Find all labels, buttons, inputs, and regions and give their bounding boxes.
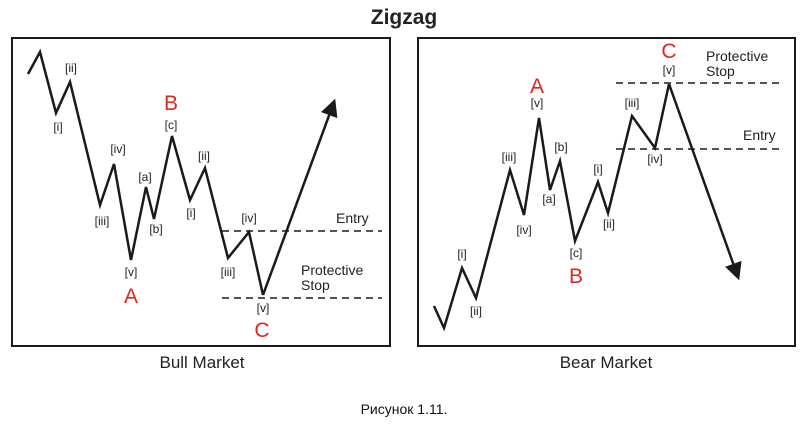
- bull-stop-label: Protective Stop: [301, 262, 363, 293]
- bull-wave-label: [v]: [125, 265, 138, 279]
- bear-wave-label: [iv]: [516, 223, 531, 237]
- bull-wave-label: [iii]: [95, 214, 110, 228]
- bear-wave-label: [ii]: [603, 217, 615, 231]
- bear-wave-label: [iii]: [625, 96, 640, 110]
- bear-wave-label: [i]: [457, 247, 466, 261]
- bear-wave-label: [i]: [593, 162, 602, 176]
- bear-wave-label: [b]: [554, 140, 567, 154]
- bull-wave-label: [c]: [165, 118, 178, 132]
- bear-stop-label: Protective Stop: [706, 48, 768, 79]
- bear-wave-label: [a]: [542, 192, 555, 206]
- bull-wave-label: [iii]: [221, 265, 236, 279]
- bull-wave-label: [i]: [53, 120, 62, 134]
- bull-wave-label: [a]: [138, 170, 151, 184]
- bear-market-panel: [i] [ii] [iii] [iv] [v] [a] [b] [c] [i] …: [417, 37, 796, 347]
- bull-letter-a: A: [124, 285, 138, 308]
- bull-wave-label: [iv]: [110, 142, 125, 156]
- bull-breakout-arrow: [261, 98, 338, 296]
- bull-market-caption: Bull Market: [159, 353, 245, 372]
- bull-wave-label: [b]: [149, 222, 162, 236]
- bull-zigzag-path: [26, 48, 265, 296]
- bear-wave-label: [v]: [663, 63, 676, 77]
- bull-wave-label: [v]: [257, 301, 270, 315]
- bear-letter-b: B: [569, 265, 583, 288]
- bear-entry-label: Entry: [743, 127, 776, 143]
- bull-entry-label: Entry: [336, 210, 369, 226]
- diagram-title: Zigzag: [370, 6, 438, 29]
- bear-wave-label: [iii]: [502, 150, 517, 164]
- bull-wave-label: [i]: [186, 206, 195, 220]
- bull-wave-label: [ii]: [198, 149, 210, 163]
- bull-wave-label: [iv]: [241, 211, 256, 225]
- bull-wave-label: [ii]: [65, 61, 77, 75]
- bear-letter-a: A: [530, 75, 544, 98]
- bear-wave-label: [iv]: [647, 152, 662, 166]
- bear-panel-frame: [417, 37, 796, 347]
- bull-letter-b: B: [164, 92, 178, 115]
- bear-wave-label: [ii]: [470, 304, 482, 318]
- bear-wave-label: [c]: [570, 246, 583, 260]
- bear-letter-c: C: [661, 40, 676, 63]
- bull-panel-frame: [11, 37, 391, 347]
- bear-market-caption: Bear Market: [559, 353, 653, 372]
- bear-wave-label: [v]: [531, 96, 544, 110]
- bull-market-panel: [ii] [i] [iv] [iii] [a] [b] [v] [c] [ii]…: [11, 37, 391, 347]
- bull-letter-c: C: [254, 319, 269, 342]
- figure-caption: Рисунок 1.11.: [360, 401, 448, 417]
- bear-breakdown-arrow: [667, 83, 742, 281]
- bear-zigzag-path: [432, 83, 671, 332]
